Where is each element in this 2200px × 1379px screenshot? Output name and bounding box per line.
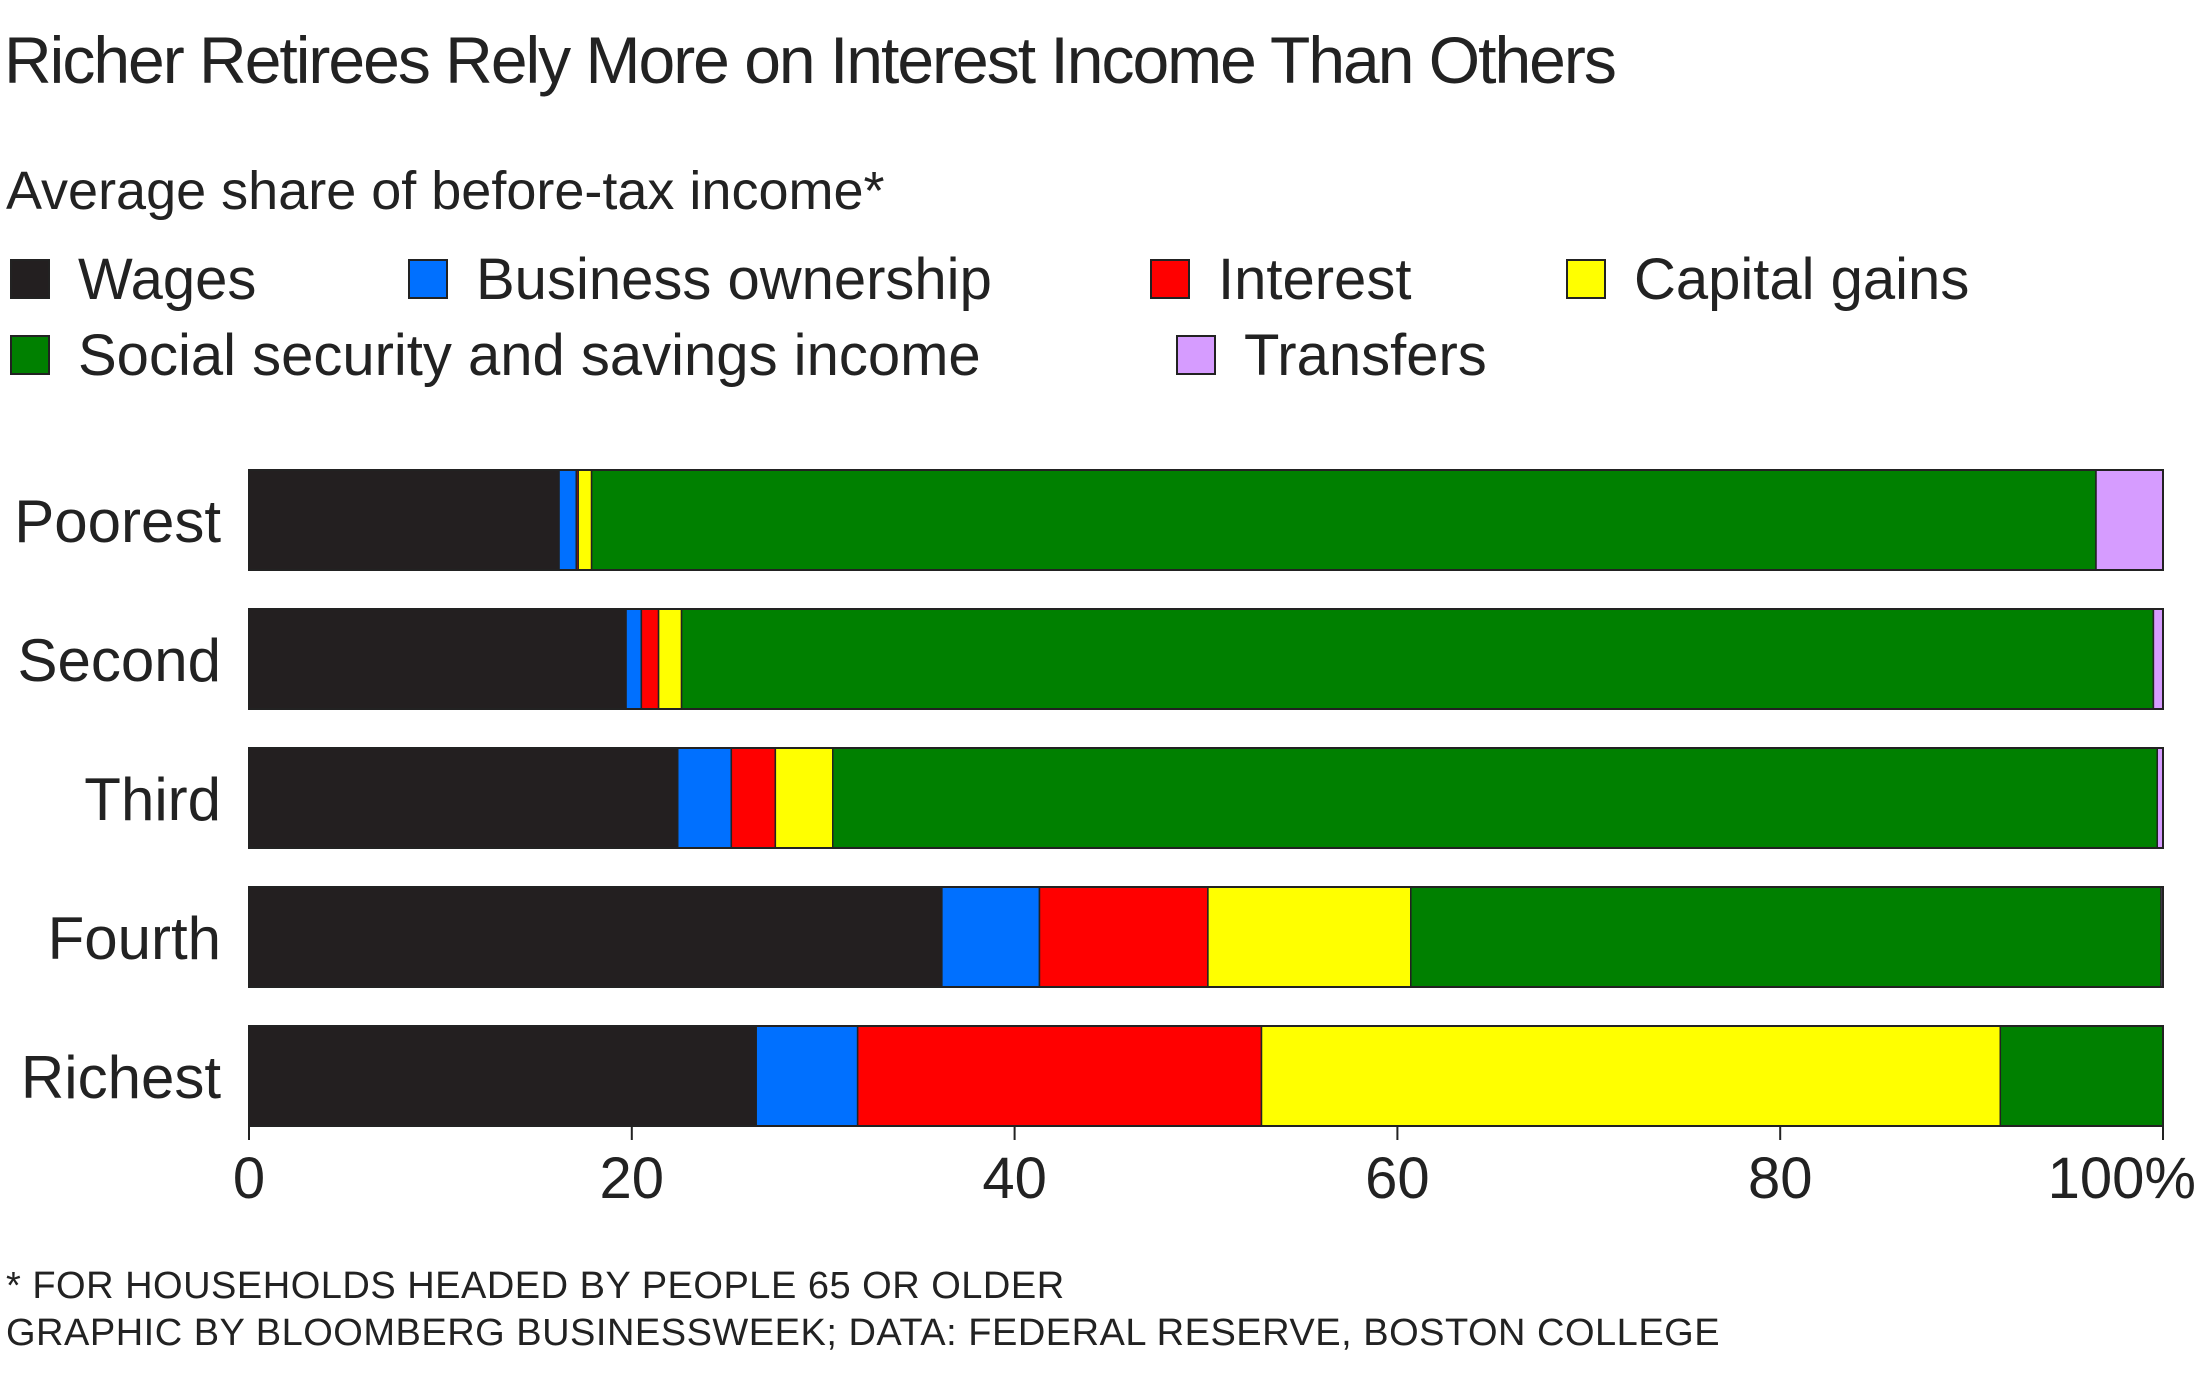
bar-outline-third [248, 747, 2164, 849]
x-tick-label: 0 [233, 1146, 265, 1211]
category-label-second: Second [18, 627, 222, 694]
bar-poorest-business-ownership [558, 469, 578, 571]
category-label-fourth: Fourth [48, 905, 221, 972]
bar-second-business-ownership [625, 608, 643, 710]
bar-fourth-wages [248, 886, 943, 988]
bar-second-capital-gains [657, 608, 683, 710]
bar-richest-social-security-and-savings-income [1999, 1025, 2164, 1127]
bar-second-social-security-and-savings-income [680, 608, 2155, 710]
x-tick-label: 80 [1748, 1146, 1813, 1211]
bar-richest-wages [248, 1025, 757, 1127]
chart-title: Richer Retirees Rely More on Interest In… [4, 23, 1617, 97]
bar-second-transfers [2152, 608, 2164, 710]
category-label-richest: Richest [21, 1044, 221, 1111]
legend: Wages Business ownership Interest Capita… [0, 250, 2200, 410]
bar-fourth-business-ownership [941, 886, 1041, 988]
bar-fourth-interest [1038, 886, 1209, 988]
bar-poorest-transfers [2095, 469, 2164, 571]
source-note: GRAPHIC BY BLOOMBERG BUSINESSWEEK; DATA:… [6, 1312, 1721, 1354]
bar-second-wages [248, 608, 627, 710]
legend-label-wages: Wages [78, 247, 257, 312]
bar-poorest-capital-gains [577, 469, 593, 571]
bars-group [248, 469, 2164, 1127]
bar-outline-second [248, 608, 2164, 710]
bar-second-interest [640, 608, 660, 710]
bar-fourth-capital-gains [1207, 886, 1412, 988]
x-tick-label: 100% [2048, 1146, 2196, 1211]
bar-third-business-ownership [676, 747, 733, 849]
bar-richest-business-ownership [755, 1025, 859, 1127]
x-tick-label: 40 [982, 1146, 1047, 1211]
bar-poorest-social-security-and-savings-income [590, 469, 2097, 571]
legend-swatch-interest [1150, 259, 1190, 299]
footnote: * FOR HOUSEHOLDS HEADED BY PEOPLE 65 OR … [6, 1265, 1065, 1307]
legend-label-capital-gains: Capital gains [1634, 247, 1970, 312]
bar-richest-interest [856, 1025, 1263, 1127]
category-label-poorest: Poorest [14, 488, 221, 555]
bar-fourth-social-security-and-savings-income [1410, 886, 2162, 988]
bar-outline-poorest [248, 469, 2164, 571]
legend-swatch-social-security [10, 335, 50, 375]
bar-third-wages [248, 747, 679, 849]
category-labels: Poorest Second Third Fourth Richest [14, 488, 221, 1111]
legend-swatch-wages [10, 259, 50, 299]
chart-subtitle: Average share of before-tax income* [6, 161, 885, 221]
bar-richest-capital-gains [1260, 1025, 2002, 1127]
legend-label-business-ownership: Business ownership [476, 247, 992, 312]
legend-swatch-capital-gains [1566, 259, 1606, 299]
bar-third-capital-gains [774, 747, 834, 849]
legend-label-interest: Interest [1218, 247, 1412, 312]
bar-poorest-wages [248, 469, 560, 571]
bar-third-interest [730, 747, 777, 849]
legend-swatch-transfers [1176, 335, 1216, 375]
x-tick-label: 60 [1365, 1146, 1430, 1211]
stacked-bar-chart: Poorest Second Third Fourth Richest 0 20 40 60 8… [14, 469, 2196, 1211]
legend-swatch-business-ownership [408, 259, 448, 299]
legend-label-transfers: Transfers [1244, 323, 1487, 388]
bar-third-social-security-and-savings-income [832, 747, 2159, 849]
bar-outline-fourth [248, 886, 2164, 988]
legend-label-social-security: Social security and savings income [78, 323, 981, 388]
x-tick-label: 20 [600, 1146, 665, 1211]
category-label-third: Third [84, 766, 221, 833]
x-axis: 0 20 40 60 80 100% [233, 1125, 2196, 1211]
